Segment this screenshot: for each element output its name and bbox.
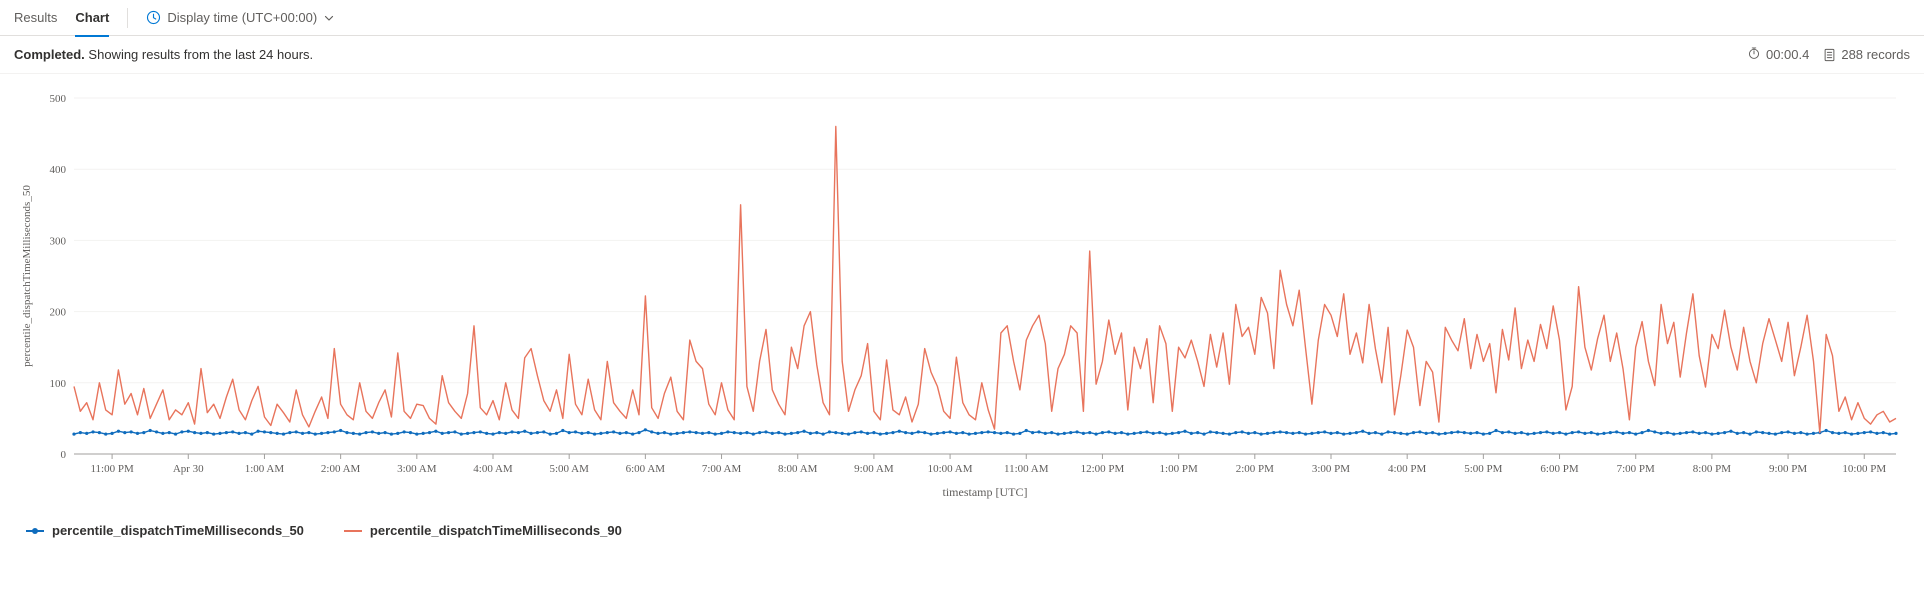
tab-separator [127, 8, 128, 28]
clock-icon [146, 10, 161, 25]
svg-text:4:00 PM: 4:00 PM [1388, 463, 1426, 475]
status-bar: Completed. Showing results from the last… [0, 36, 1924, 74]
legend-label: percentile_dispatchTimeMilliseconds_90 [370, 523, 622, 538]
svg-text:7:00 PM: 7:00 PM [1617, 463, 1655, 475]
svg-text:1:00 PM: 1:00 PM [1160, 463, 1198, 475]
svg-text:10:00 AM: 10:00 AM [928, 463, 973, 475]
svg-text:500: 500 [50, 93, 67, 105]
tab-results[interactable]: Results [14, 0, 57, 36]
svg-text:400: 400 [50, 164, 67, 176]
svg-text:10:00 PM: 10:00 PM [1842, 463, 1886, 475]
svg-text:6:00 PM: 6:00 PM [1540, 463, 1578, 475]
status-message: Completed. Showing results from the last… [14, 47, 313, 62]
svg-text:percentile_dispatchTimeMillise: percentile_dispatchTimeMilliseconds_50 [21, 185, 33, 367]
svg-text:Apr 30: Apr 30 [173, 463, 204, 475]
record-count: 288 records [1823, 47, 1910, 62]
line-chart: 0 100 200 300 400 500 11:00 PM Apr 30 1:00 AM 2:0… [14, 84, 1914, 504]
svg-text:7:00 AM: 7:00 AM [702, 463, 742, 475]
chart-container: 0 100 200 300 400 500 11:00 PM Apr 30 1:00 AM 2:0… [0, 74, 1924, 515]
legend-item[interactable]: percentile_dispatchTimeMilliseconds_90 [344, 523, 622, 538]
legend-item[interactable]: percentile_dispatchTimeMilliseconds_50 [26, 523, 304, 538]
svg-text:100: 100 [50, 378, 67, 390]
display-time-dropdown[interactable]: Display time (UTC+00:00) [146, 10, 335, 25]
status-detail: Showing results from the last 24 hours. [88, 47, 313, 62]
svg-text:0: 0 [61, 449, 67, 461]
svg-text:3:00 PM: 3:00 PM [1312, 463, 1350, 475]
svg-text:11:00 PM: 11:00 PM [90, 463, 134, 475]
svg-text:8:00 AM: 8:00 AM [778, 463, 818, 475]
legend-label: percentile_dispatchTimeMilliseconds_50 [52, 523, 304, 538]
legend-swatch [26, 530, 44, 532]
chevron-down-icon [323, 12, 335, 24]
svg-text:8:00 PM: 8:00 PM [1693, 463, 1731, 475]
status-completed-label: Completed. [14, 47, 85, 62]
svg-text:1:00 AM: 1:00 AM [245, 463, 285, 475]
svg-text:9:00 PM: 9:00 PM [1769, 463, 1807, 475]
svg-text:3:00 AM: 3:00 AM [397, 463, 437, 475]
stopwatch-icon [1747, 46, 1761, 63]
svg-text:4:00 AM: 4:00 AM [473, 463, 513, 475]
svg-text:timestamp [UTC]: timestamp [UTC] [943, 485, 1028, 499]
query-duration-value: 00:00.4 [1766, 47, 1809, 62]
svg-text:300: 300 [50, 235, 67, 247]
svg-text:2:00 PM: 2:00 PM [1236, 463, 1274, 475]
svg-text:6:00 AM: 6:00 AM [626, 463, 666, 475]
svg-text:2:00 AM: 2:00 AM [321, 463, 361, 475]
legend: percentile_dispatchTimeMilliseconds_50 pe… [0, 515, 1924, 548]
tab-chart[interactable]: Chart [75, 0, 109, 36]
status-right: 00:00.4 288 records [1747, 46, 1910, 63]
svg-text:9:00 AM: 9:00 AM [854, 463, 894, 475]
svg-text:5:00 PM: 5:00 PM [1464, 463, 1502, 475]
display-time-label: Display time (UTC+00:00) [167, 10, 317, 25]
query-duration: 00:00.4 [1747, 46, 1809, 63]
svg-text:12:00 PM: 12:00 PM [1081, 463, 1125, 475]
records-icon [1823, 48, 1836, 62]
tabs-bar: Results Chart Display time (UTC+00:00) [0, 0, 1924, 36]
legend-swatch [344, 530, 362, 532]
svg-text:5:00 AM: 5:00 AM [549, 463, 589, 475]
svg-text:200: 200 [50, 307, 67, 319]
svg-text:11:00 AM: 11:00 AM [1004, 463, 1049, 475]
record-count-value: 288 records [1841, 47, 1910, 62]
